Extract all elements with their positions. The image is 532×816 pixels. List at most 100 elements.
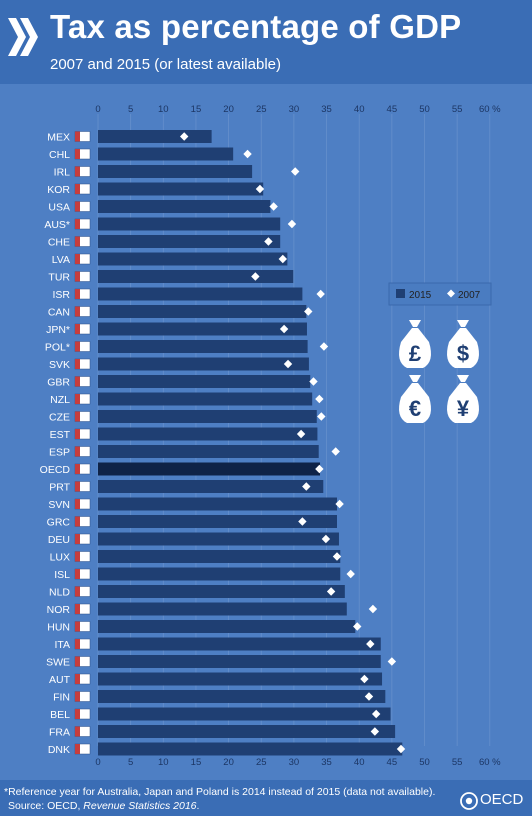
- bar-2015: [98, 637, 381, 651]
- x-tick-label-top: 55: [452, 104, 463, 115]
- marker-2007: [179, 132, 189, 141]
- bar-2015: [98, 690, 386, 703]
- marker-2007: [279, 324, 289, 334]
- flag-stripe: [75, 481, 80, 492]
- country-flag-icon: [74, 393, 91, 405]
- bar-2015: [98, 147, 234, 161]
- category-label: LVA: [52, 254, 70, 266]
- bar-2015: [98, 252, 288, 266]
- country-flag-icon: [74, 726, 91, 737]
- country-flag-icon: [74, 411, 91, 422]
- flag-stripe: [75, 674, 80, 684]
- bar-2015: [98, 497, 337, 511]
- x-tick-label-top: 25: [256, 104, 267, 115]
- country-flag-icon: [74, 358, 91, 370]
- country-flag-icon: [74, 428, 91, 440]
- footnote: *Reference year for Australia, Japan and…: [4, 786, 436, 798]
- marker-2007: [315, 464, 324, 474]
- marker-2007: [298, 517, 307, 526]
- category-label: KOR: [47, 184, 70, 196]
- flag-stripe: [75, 516, 80, 527]
- bar-layer: [98, 130, 403, 756]
- country-flag-icon: [74, 568, 91, 580]
- x-tick-label-top: 30: [289, 104, 300, 115]
- bar-2015: [98, 217, 281, 231]
- marker-2007: [321, 534, 331, 544]
- marker-2007: [269, 202, 278, 211]
- x-tick-label-bottom: 40: [354, 757, 365, 768]
- category-label: ISR: [52, 289, 70, 301]
- x-tick-label-bottom: 60 %: [479, 757, 501, 768]
- bar-2015: [98, 340, 308, 353]
- header: Tax as percentage of GDP 2007 and 2015 (…: [0, 0, 532, 84]
- category-label: PRT: [49, 481, 70, 493]
- bar-2015: [98, 532, 339, 546]
- bar-2015: [98, 620, 356, 633]
- marker-2007: [370, 727, 380, 736]
- bar-2015: [98, 305, 307, 318]
- category-label: BEL: [50, 709, 70, 721]
- marker-2007: [326, 587, 336, 596]
- country-flag-icon: [74, 201, 91, 212]
- flag-stripe: [75, 236, 80, 247]
- x-tick-label-top: 45: [387, 104, 398, 115]
- x-tick-label-bottom: 50: [419, 757, 430, 768]
- axis-layer: 0055101015152020252530303535404045455050…: [95, 104, 501, 768]
- bar-2015: [98, 725, 396, 738]
- source-note: Source: OECD, Revenue Statistics 2016.: [8, 800, 199, 812]
- country-flag-icon: [74, 148, 91, 160]
- flag-stripe: [75, 131, 80, 142]
- x-tick-label-bottom: 25: [256, 757, 267, 768]
- x-tick-label-bottom: 15: [191, 757, 202, 768]
- category-label: CHL: [49, 149, 70, 161]
- category-label: MEX: [47, 131, 70, 143]
- flag-stripe: [75, 271, 80, 282]
- marker-2007: [243, 149, 252, 159]
- x-tick-label-top: 15: [191, 104, 202, 115]
- bar-2015: [98, 410, 317, 423]
- category-label: SVN: [48, 499, 70, 511]
- flag-stripe: [75, 586, 80, 597]
- marker-2007: [291, 167, 300, 176]
- flag-stripe: [75, 359, 80, 369]
- x-tick-label-top: 50: [419, 104, 430, 115]
- bar-2015: [98, 462, 321, 476]
- marker-2007: [360, 674, 369, 684]
- category-label: FIN: [53, 691, 70, 703]
- category-label: NZL: [50, 394, 70, 406]
- flag-stripe: [75, 219, 80, 229]
- marker-2007: [364, 692, 374, 701]
- legend-label-2007: 2007: [458, 290, 481, 301]
- svg-text:¥: ¥: [457, 396, 470, 421]
- flag-stripe: [75, 551, 80, 562]
- bar-2015: [98, 445, 319, 458]
- country-flag-icon: [74, 376, 91, 387]
- country-flag-icon: [74, 516, 91, 527]
- x-tick-label-bottom: 0: [95, 757, 100, 768]
- category-label: AUS*: [44, 219, 70, 231]
- bar-2015: [98, 672, 383, 686]
- country-flag-icon: [74, 183, 91, 195]
- category-label: FRA: [49, 726, 70, 738]
- flag-stripe: [75, 429, 80, 439]
- category-label: EST: [50, 429, 71, 441]
- country-flag-icon: [74, 603, 91, 615]
- country-flag-icon: [74, 498, 91, 510]
- category-label: SWE: [46, 656, 70, 668]
- bar-2015: [98, 427, 318, 441]
- marker-2007: [335, 499, 344, 509]
- flag-stripe: [75, 201, 80, 212]
- country-flag-icon: [74, 481, 91, 492]
- footer: [0, 780, 532, 816]
- flag-stripe: [75, 394, 80, 404]
- marker-2007: [251, 272, 260, 281]
- flag-stripe: [75, 254, 80, 264]
- country-flag-icon: [74, 341, 91, 352]
- source-publication: Revenue Statistics 2016: [83, 800, 197, 812]
- category-label: LUX: [50, 551, 70, 563]
- x-tick-label-bottom: 30: [289, 757, 300, 768]
- country-flag-icon: [74, 743, 91, 755]
- country-flag-icon: [74, 463, 91, 475]
- flag-stripe: [75, 569, 80, 579]
- bar-2015: [98, 322, 307, 336]
